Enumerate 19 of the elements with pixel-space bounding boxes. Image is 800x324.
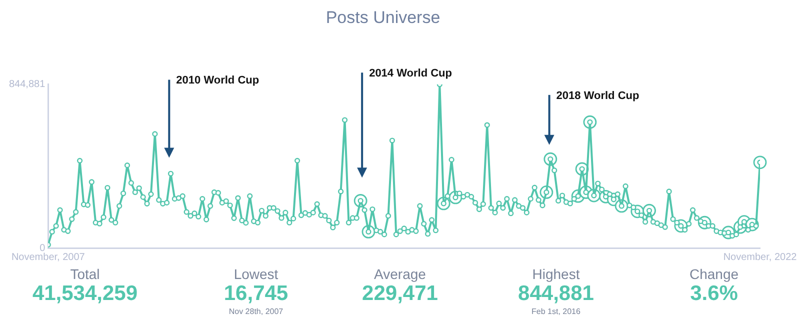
text: 229,471: [361, 282, 439, 306]
annotation: 2010 World Cup: [176, 74, 260, 87]
annotation: 2018 World Cup: [556, 90, 640, 102]
text: 844,881: [517, 282, 595, 306]
chart-title: Posts Universe: [326, 8, 440, 27]
text: 41,534,259: [31, 282, 139, 306]
text: Average: [373, 266, 427, 282]
text: Feb 1st, 2016: [530, 306, 582, 317]
text: 3.6%: [689, 282, 739, 306]
text: Highest: [531, 266, 581, 282]
text: Total: [69, 266, 101, 282]
text: 2014 World Cup: [369, 68, 452, 80]
text: 16,745: [222, 282, 290, 306]
text: Lowest: [232, 266, 280, 282]
x-tick-label: November, 2022: [723, 252, 798, 263]
x-tick-label: November, 2007: [11, 252, 86, 263]
text: Nov 28th, 2007: [228, 306, 284, 317]
y-tick-label: 0: [40, 242, 46, 254]
text: Change: [688, 266, 740, 282]
